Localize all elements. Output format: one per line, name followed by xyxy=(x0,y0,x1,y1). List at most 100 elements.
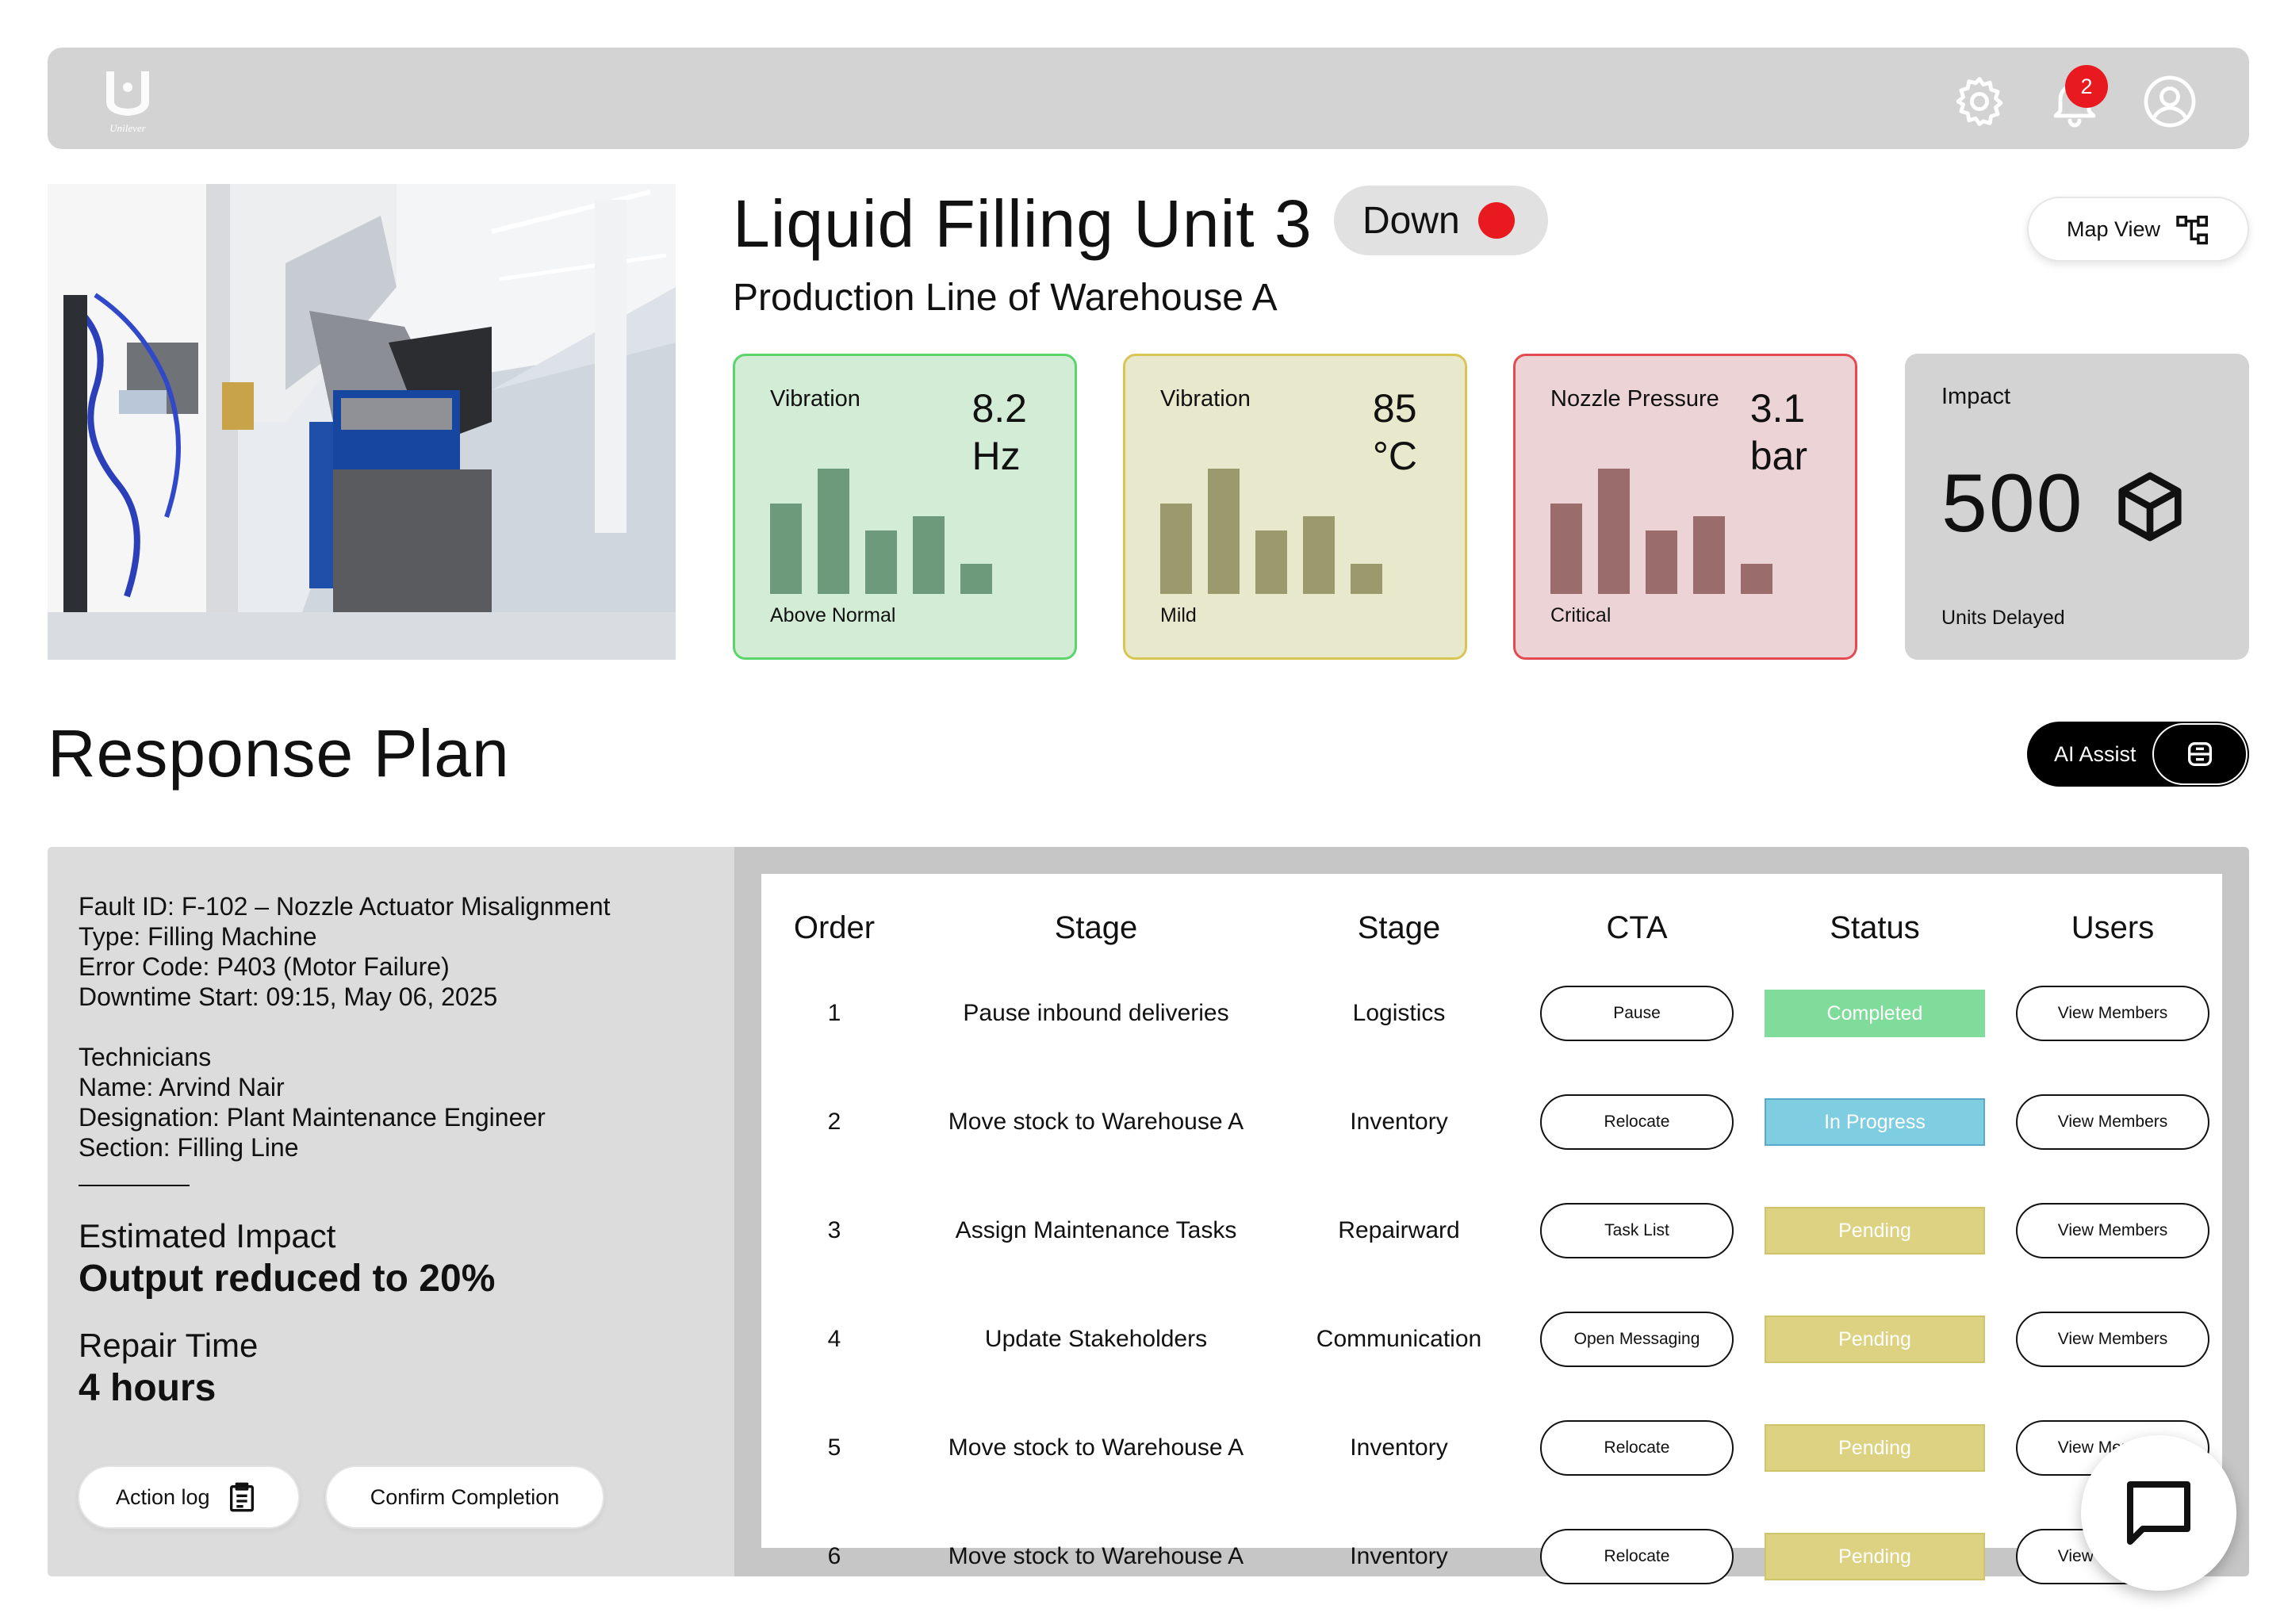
row-team: Repairward xyxy=(1338,1217,1460,1243)
row-order: 6 xyxy=(827,1543,841,1569)
confirm-completion-button[interactable]: Confirm Completion xyxy=(325,1465,604,1529)
metric-bar xyxy=(1598,469,1630,594)
row-cta-button[interactable]: Relocate xyxy=(1540,1420,1734,1476)
view-members-button[interactable]: View Members xyxy=(2016,1312,2209,1367)
row-cta-button[interactable]: Relocate xyxy=(1540,1529,1734,1584)
clipboard-icon xyxy=(229,1482,254,1512)
row-status-badge: Completed xyxy=(1765,990,1985,1037)
metric-value-unit: Hz xyxy=(971,434,1021,478)
column-header-stage: Stage xyxy=(1054,910,1138,945)
row-order: 2 xyxy=(827,1109,841,1135)
metric-bar xyxy=(1351,564,1382,594)
chat-button[interactable] xyxy=(2081,1435,2236,1591)
metric-value-number: 8.2 xyxy=(971,386,1027,431)
divider xyxy=(79,1185,190,1186)
row-order: 4 xyxy=(827,1326,841,1352)
row-cta-button[interactable]: Task List xyxy=(1540,1203,1734,1258)
metric-caption: Mild xyxy=(1160,604,1197,626)
view-members-button[interactable]: View Members xyxy=(2016,1203,2209,1258)
column-header-team: Stage xyxy=(1357,910,1441,945)
column-header-cta: CTA xyxy=(1606,910,1668,945)
row-order: 5 xyxy=(827,1434,841,1461)
notification-badge: 2 xyxy=(2065,65,2108,108)
map-view-label: Map View xyxy=(2067,216,2161,241)
impact-label: Impact xyxy=(1941,384,2011,409)
top-bar: Unilever xyxy=(48,48,2249,149)
metric-card: Vibration 85 °C Mild xyxy=(1123,354,1467,660)
row-stage: Update Stakeholders xyxy=(984,1326,1208,1352)
repair-time-value: 4 hours xyxy=(79,1367,217,1409)
row-stage: Move stock to Warehouse A xyxy=(948,1109,1244,1135)
metric-bar xyxy=(913,516,945,594)
action-log-button[interactable]: Action log xyxy=(78,1465,300,1529)
unilever-logo[interactable]: Unilever xyxy=(95,65,160,136)
metric-bar xyxy=(1208,469,1240,594)
view-members-button[interactable]: View Members xyxy=(2016,1094,2209,1150)
fault-id: Fault ID: F-102 – Nozzle Actuator Misali… xyxy=(79,892,611,921)
row-stage: Pause inbound deliveries xyxy=(963,1000,1229,1026)
estimated-impact-value: Output reduced to 20% xyxy=(79,1258,496,1300)
robot-icon xyxy=(2152,723,2248,785)
map-view-button[interactable]: Map View xyxy=(2027,197,2249,262)
unit-status-badge: Down xyxy=(1334,186,1548,255)
metric-bar xyxy=(1303,516,1335,594)
row-stage: Move stock to Warehouse A xyxy=(948,1434,1244,1461)
technician-designation: Designation: Plant Maintenance Engineer xyxy=(79,1103,546,1132)
response-plan-panel: Fault ID: F-102 – Nozzle Actuator Misali… xyxy=(48,847,2249,1584)
action-log-label: Action log xyxy=(116,1484,210,1509)
metric-value: 3.1 bar xyxy=(1750,385,1807,480)
metric-value-unit: bar xyxy=(1749,434,1807,478)
row-status-badge: In Progress xyxy=(1765,1098,1985,1146)
metric-bar xyxy=(865,530,897,594)
technicians-heading: Technicians xyxy=(79,1043,212,1071)
metric-bar xyxy=(1646,530,1677,594)
metric-label: Nozzle Pressure xyxy=(1550,386,1719,412)
unit-subtitle: Production Line of Warehouse A xyxy=(733,277,1278,319)
metric-caption: Above Normal xyxy=(770,604,896,626)
ai-assist-button[interactable]: AI Assist xyxy=(2027,722,2249,787)
impact-card: Impact 500 Units Delayed xyxy=(1905,354,2249,660)
cube-icon xyxy=(2118,472,2182,542)
metric-bar xyxy=(770,504,802,594)
downtime-start: Downtime Start: 09:15, May 06, 2025 xyxy=(79,982,498,1011)
row-status-badge: Pending xyxy=(1765,1424,1985,1472)
metric-bar xyxy=(1160,504,1192,594)
unit-status-label: Down xyxy=(1362,199,1460,242)
metric-caption: Critical xyxy=(1550,604,1611,626)
view-members-button[interactable]: View Members xyxy=(2016,986,2209,1041)
row-team: Inventory xyxy=(1350,1543,1448,1569)
metric-label: Vibration xyxy=(770,386,860,412)
settings-icon[interactable] xyxy=(1951,73,2008,130)
fault-type: Type: Filling Machine xyxy=(79,922,317,951)
confirm-completion-label: Confirm Completion xyxy=(370,1484,560,1509)
machine-photo xyxy=(48,184,676,660)
row-team: Logistics xyxy=(1352,1000,1446,1026)
metric-value-number: 3.1 xyxy=(1749,386,1806,431)
metric-bar xyxy=(960,564,992,594)
impact-value: 500 xyxy=(1941,458,2084,550)
metric-bar xyxy=(1741,564,1772,594)
response-table: Order Stage Stage CTA Status Users 1 Paus… xyxy=(761,874,2222,1584)
row-team: Communication xyxy=(1316,1326,1482,1352)
row-status-badge: Pending xyxy=(1765,1533,1985,1580)
metric-label: Vibration xyxy=(1160,386,1251,412)
metric-card: Vibration 8.2 Hz Above Normal xyxy=(733,354,1077,660)
repair-time-label: Repair Time xyxy=(79,1327,259,1364)
user-icon[interactable] xyxy=(2141,73,2198,130)
metric-bar-chart xyxy=(770,435,1008,594)
row-order: 1 xyxy=(827,1000,841,1026)
metric-bar xyxy=(1255,530,1287,594)
column-header-status: Status xyxy=(1830,910,1920,945)
metric-bar xyxy=(1693,516,1725,594)
row-cta-button[interactable]: Pause xyxy=(1540,986,1734,1041)
metric-value: 8.2 Hz xyxy=(971,385,1027,480)
technician-name: Name: Arvind Nair xyxy=(79,1073,285,1101)
row-status-badge: Pending xyxy=(1765,1207,1985,1254)
row-team: Inventory xyxy=(1350,1109,1448,1135)
estimated-impact-label: Estimated Impact xyxy=(79,1217,336,1254)
column-header-users: Users xyxy=(2071,910,2155,945)
metric-bar-chart xyxy=(1550,435,1788,594)
row-cta-button[interactable]: Relocate xyxy=(1540,1094,1734,1150)
row-cta-button[interactable]: Open Messaging xyxy=(1540,1312,1734,1367)
metric-bar xyxy=(818,469,849,594)
